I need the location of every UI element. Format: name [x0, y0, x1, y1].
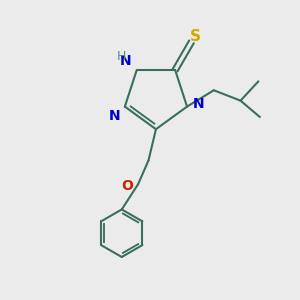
Text: O: O [121, 179, 133, 193]
Text: N: N [109, 109, 120, 123]
Text: H: H [117, 50, 126, 63]
Text: N: N [120, 54, 131, 68]
Text: N: N [192, 97, 204, 111]
Text: S: S [190, 29, 201, 44]
